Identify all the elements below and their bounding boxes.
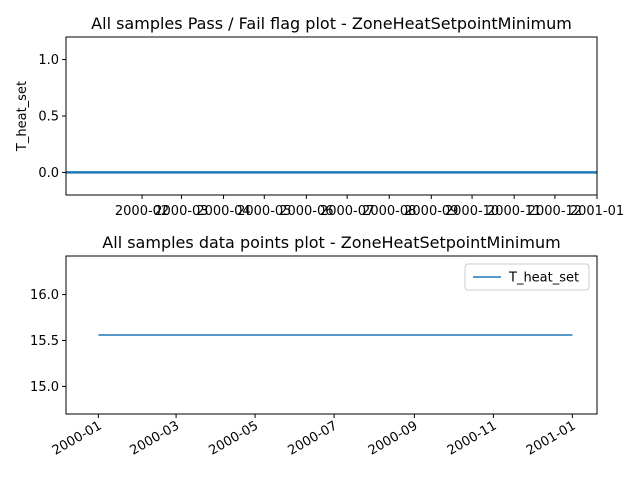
x-tick-label: 2000-11	[445, 418, 500, 458]
y-axis-label: T_heat_set	[15, 81, 30, 152]
x-tick-label: 2000-02	[115, 204, 169, 219]
axes-frame	[65, 255, 598, 415]
x-tick-label: 2000-07	[320, 204, 374, 219]
subplot-1: All samples Pass / Fail flag plot - Zone…	[15, 14, 624, 219]
y-tick-label: 0.5	[38, 110, 59, 125]
chart-title: All samples Pass / Fail flag plot - Zone…	[91, 14, 572, 33]
y-tick-label: 16.0	[30, 288, 59, 303]
x-tick-label: 2001-01	[524, 418, 579, 458]
legend-label: T_heat_set	[508, 271, 579, 286]
y-tick-label: 0.0	[38, 166, 59, 181]
x-tick-label: 2000-07	[286, 418, 341, 458]
x-tick-label: 2000-08	[362, 204, 416, 219]
x-tick-label: 2000-11	[487, 204, 541, 219]
subplot-2: All samples data points plot - ZoneHeatS…	[30, 233, 598, 459]
legend-box	[464, 263, 590, 291]
x-tick-label: 2000-05	[237, 204, 291, 219]
x-tick-label: 2001-01	[570, 204, 624, 219]
x-tick-label: 2000-03	[154, 204, 208, 219]
y-tick-label: 15.0	[30, 380, 59, 395]
y-tick-label: 1.0	[38, 53, 59, 68]
x-tick-label: 2000-12	[528, 204, 582, 219]
x-tick-label: 2000-10	[445, 204, 499, 219]
x-tick-label: 2000-05	[207, 418, 262, 458]
x-tick-label: 2000-09	[404, 204, 458, 219]
x-tick-label: 2000-09	[366, 418, 421, 458]
y-tick-label: 15.5	[30, 334, 59, 349]
x-tick-label: 2000-03	[128, 418, 183, 458]
x-tick-label: 2000-06	[279, 204, 333, 219]
chart-title: All samples data points plot - ZoneHeatS…	[102, 233, 560, 252]
x-tick-label: 2000-04	[196, 204, 250, 219]
x-tick-label: 2000-01	[50, 418, 105, 458]
legend: T_heat_set	[464, 263, 590, 291]
